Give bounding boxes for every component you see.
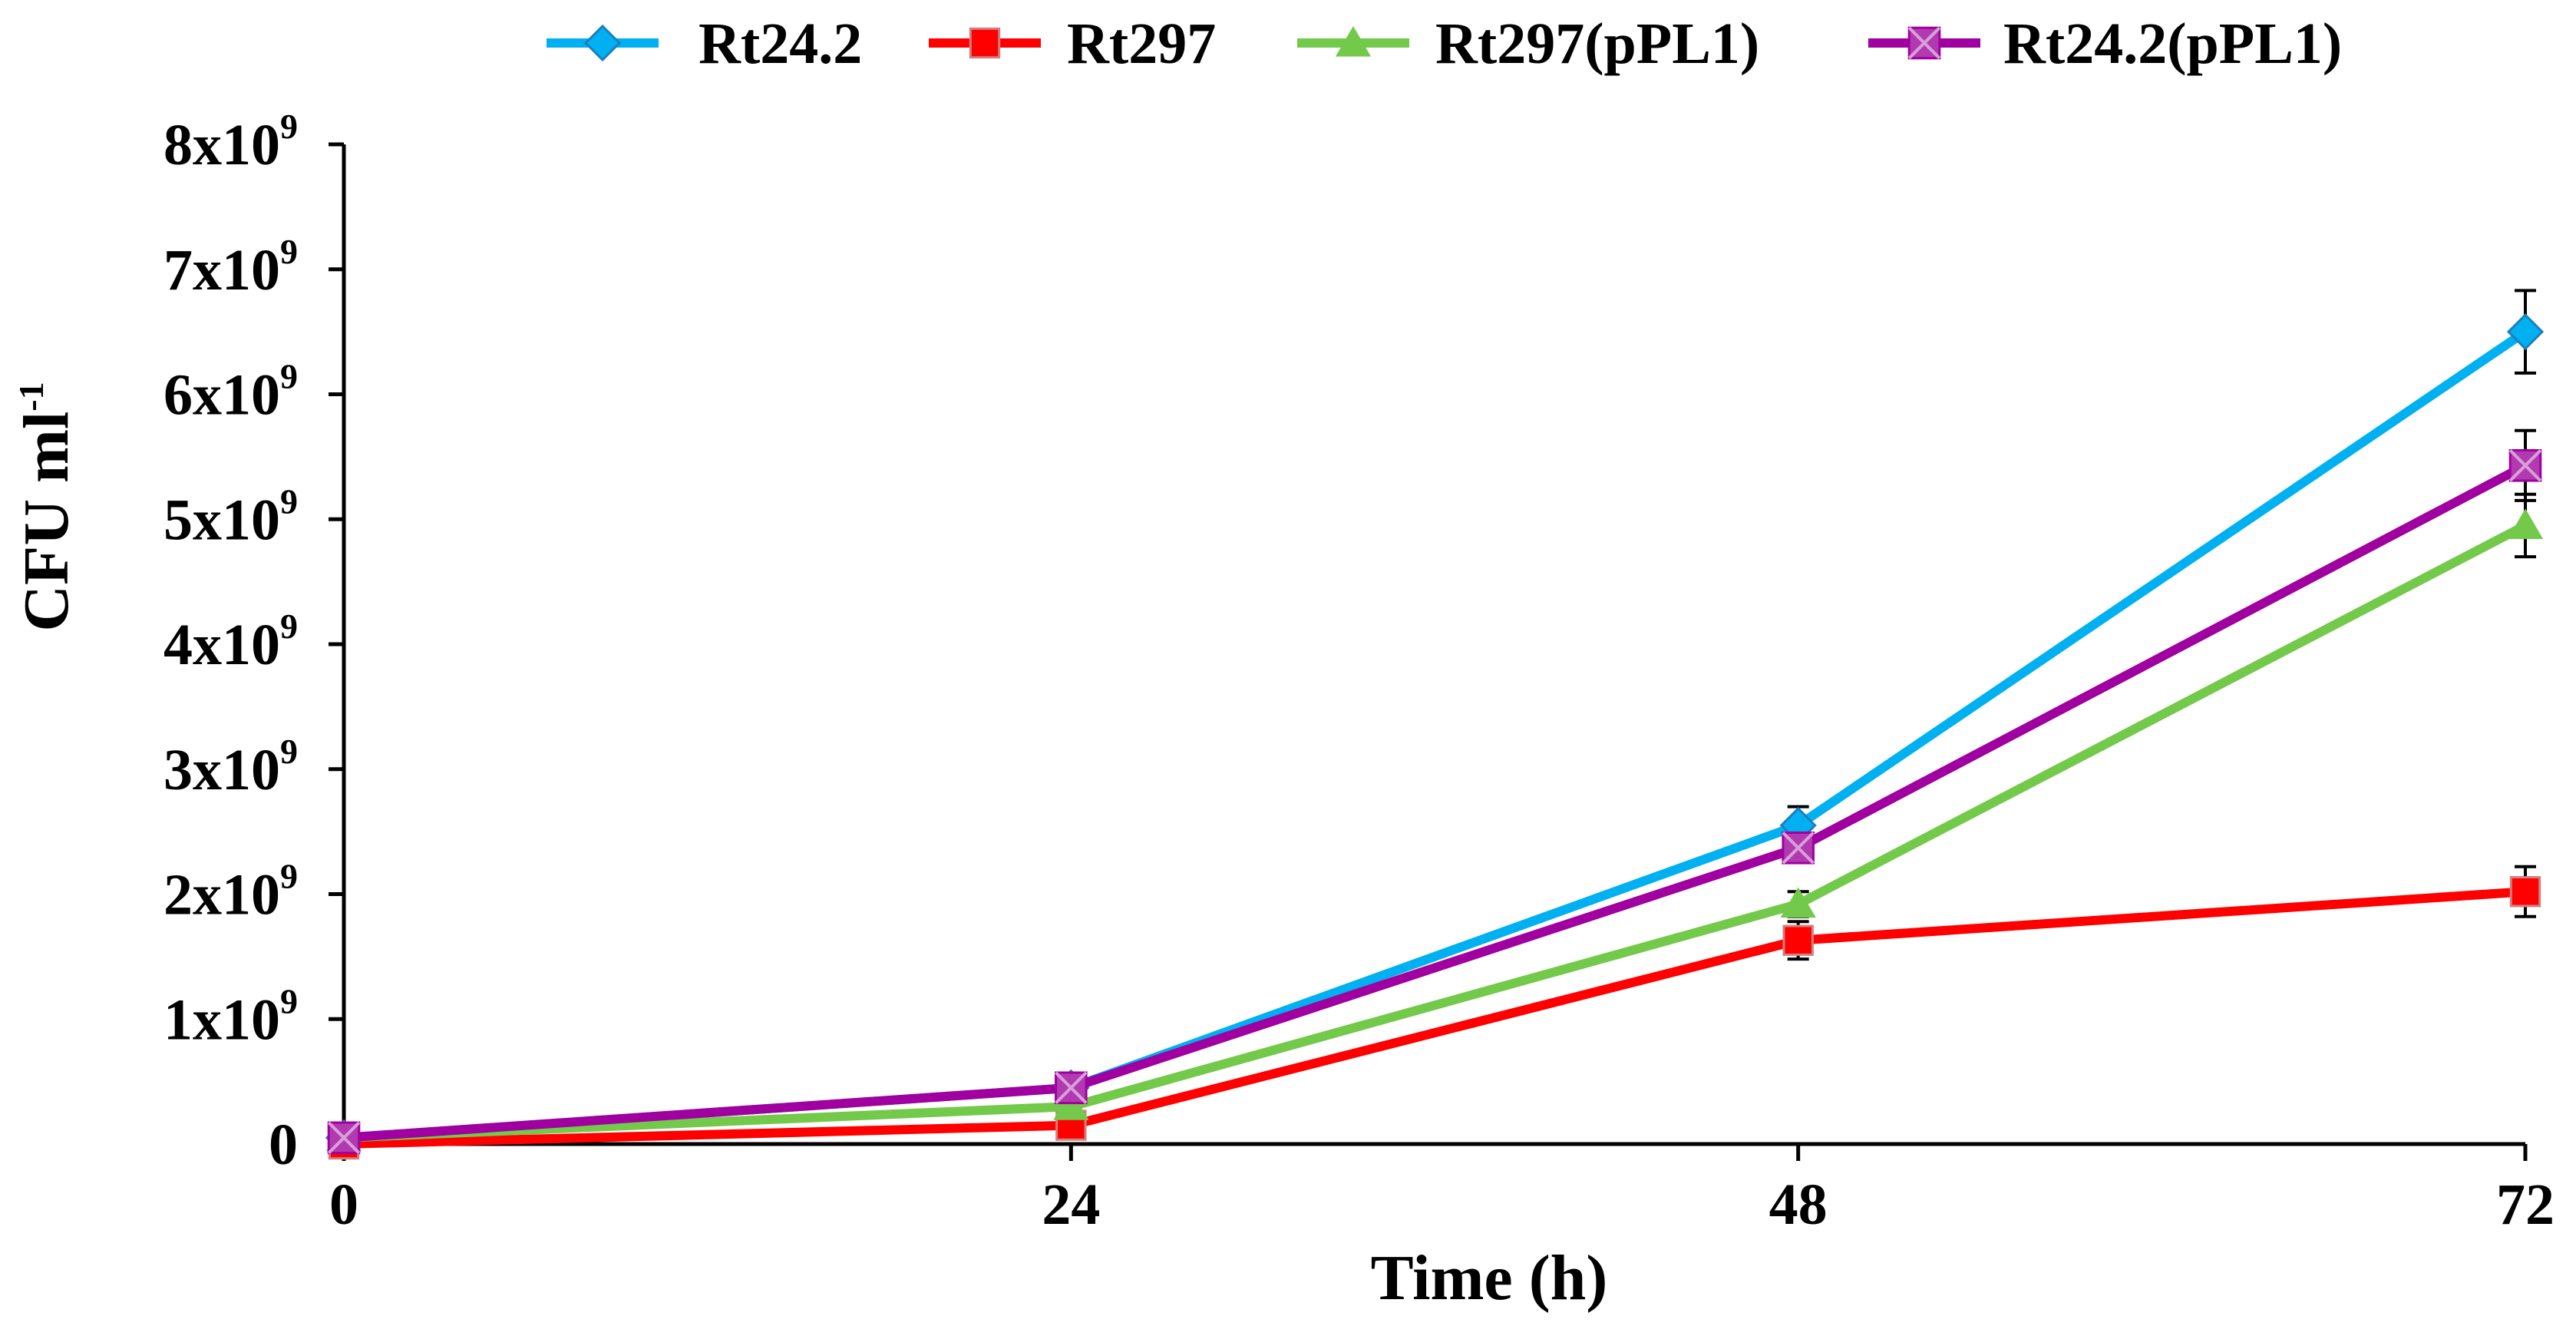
data-point-marker: [1055, 1071, 1088, 1105]
marker-cross: [1055, 1071, 1088, 1104]
y-axis-title: CFU ml-1: [11, 382, 82, 631]
y-axis-title-exponent: -1: [12, 382, 51, 411]
data-point-marker: [1782, 924, 1814, 956]
y-tick-label-base: 8x10: [163, 113, 280, 177]
y-tick-label: 7x109: [163, 232, 298, 303]
y-tick-label: 6x109: [163, 357, 298, 428]
series-line: [343, 461, 2528, 1142]
x-tick-label: 72: [2496, 1172, 2555, 1237]
series-line: [343, 521, 2528, 1142]
y-tick-label: 3x109: [163, 732, 298, 802]
y-axis-title-main: CFU ml: [11, 412, 82, 632]
x-tick-label: 48: [1769, 1172, 1828, 1237]
data-point-marker: [969, 27, 1001, 59]
legend-label: Rt24.2(pPL1): [2003, 12, 2342, 76]
x-tick-label: 0: [329, 1172, 358, 1237]
y-tick-label-base: 3x10: [163, 738, 280, 802]
y-tick-label-exponent: 9: [280, 481, 298, 521]
series-Rt297(pPL1): [325, 492, 2544, 1152]
data-point-marker: [2506, 313, 2545, 351]
data-point-marker: [327, 1121, 361, 1155]
y-tick-label: 5x109: [163, 481, 298, 552]
legend-label: Rt297: [1067, 12, 1216, 76]
x-axis-title: Time (h): [1371, 1242, 1608, 1314]
data-point-marker: [1335, 26, 1372, 57]
data-point-marker: [1780, 887, 1816, 918]
y-tick-label-base: 2x10: [163, 863, 280, 928]
y-tick-label-base: 4x10: [163, 613, 280, 677]
axes: 01x1092x1093x1094x1095x1096x1097x1098x10…: [163, 107, 2555, 1237]
series-Rt24.2(pPL1): [327, 428, 2542, 1155]
y-tick-label-base: 7x10: [163, 238, 280, 303]
legend-item-Rt24.2(pPL1): Rt24.2(pPL1): [1868, 12, 2342, 76]
y-tick-label-base: 1x10: [163, 987, 280, 1052]
x-tick-label: 24: [1042, 1172, 1100, 1237]
y-tick-label-exponent: 9: [280, 857, 298, 896]
data-point-marker: [2507, 508, 2544, 539]
marker-cross: [327, 1121, 361, 1155]
marker-cross: [1907, 26, 1941, 60]
y-tick-label-exponent: 9: [280, 981, 298, 1020]
data-point-marker: [2508, 448, 2542, 482]
y-tick-label-exponent: 9: [280, 607, 298, 646]
data-point-marker: [1053, 1090, 1089, 1120]
y-tick-label: 4x109: [163, 607, 298, 677]
marker-cross: [2508, 449, 2542, 482]
y-tick-label: 0: [269, 1113, 298, 1177]
series-line: [343, 328, 2528, 1142]
data-point-marker: [1907, 26, 1941, 60]
y-tick-label-base: 5x10: [163, 488, 280, 552]
data-point-marker: [1782, 831, 1815, 865]
legend-item-Rt297(pPL1): Rt297(pPL1): [1297, 12, 1759, 76]
y-tick-label: 8x109: [163, 107, 298, 177]
data-point-marker: [2509, 876, 2541, 908]
marker-cross: [1782, 832, 1815, 865]
y-tick-label-base: 0: [269, 1113, 298, 1177]
y-tick-label: 1x109: [163, 981, 298, 1052]
y-tick-label-exponent: 9: [280, 357, 298, 396]
y-tick-label-exponent: 9: [280, 107, 298, 146]
y-tick-label-exponent: 9: [280, 732, 298, 771]
series-Rt24.2: [325, 289, 2545, 1156]
legend-item-Rt297: Rt297: [929, 12, 1216, 76]
legend-label: Rt297(pPL1): [1435, 12, 1759, 76]
series-layer: [325, 289, 2545, 1160]
series-line: [343, 887, 2526, 1149]
data-point-marker: [583, 24, 622, 62]
legend: Rt24.2 Rt297 Rt297(pPL1) Rt24.2(pPL1): [547, 12, 2342, 76]
y-tick-label: 2x109: [163, 857, 298, 928]
legend-label: Rt24.2: [698, 12, 862, 76]
y-tick-label-exponent: 9: [280, 232, 298, 271]
y-tick-label-base: 6x10: [163, 363, 280, 428]
legend-item-Rt24.2: Rt24.2: [547, 12, 862, 76]
